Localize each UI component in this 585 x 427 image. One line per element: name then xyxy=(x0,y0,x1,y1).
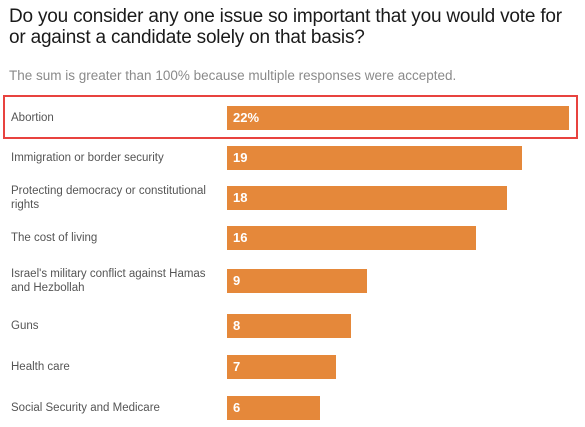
bar: 6 xyxy=(227,396,320,420)
bar: 9 xyxy=(227,269,367,293)
bar: 22% xyxy=(227,106,569,130)
bar-value-label: 8 xyxy=(233,318,241,333)
chart-title: Do you consider any one issue so importa… xyxy=(9,6,562,48)
category-label: Abortion xyxy=(11,112,54,124)
category-label: Guns xyxy=(11,320,39,332)
bar-value-label: 16 xyxy=(233,230,248,245)
bar: 18 xyxy=(227,186,507,210)
category-label: Immigration or border security xyxy=(11,152,164,164)
bar-value-label: 18 xyxy=(233,190,248,205)
bar: 19 xyxy=(227,146,522,170)
category-label: Protecting democracy or constitutional r… xyxy=(11,185,206,211)
category-label: The cost of living xyxy=(11,232,98,244)
bar-value-label: 22% xyxy=(233,110,260,125)
category-label: Social Security and Medicare xyxy=(11,402,160,414)
bar-value-label: 9 xyxy=(233,273,241,288)
bar-value-label: 19 xyxy=(233,150,248,165)
chart-subtitle: The sum is greater than 100% because mul… xyxy=(9,68,457,83)
category-label: Health care xyxy=(11,361,70,373)
category-label: Israel's military conflict against Hamas… xyxy=(11,268,206,294)
bar: 7 xyxy=(227,355,336,379)
bar: 8 xyxy=(227,314,351,338)
bar: 16 xyxy=(227,226,476,250)
bar-value-label: 7 xyxy=(233,359,241,374)
bar-value-label: 6 xyxy=(233,400,241,415)
highlight-box xyxy=(3,95,578,139)
